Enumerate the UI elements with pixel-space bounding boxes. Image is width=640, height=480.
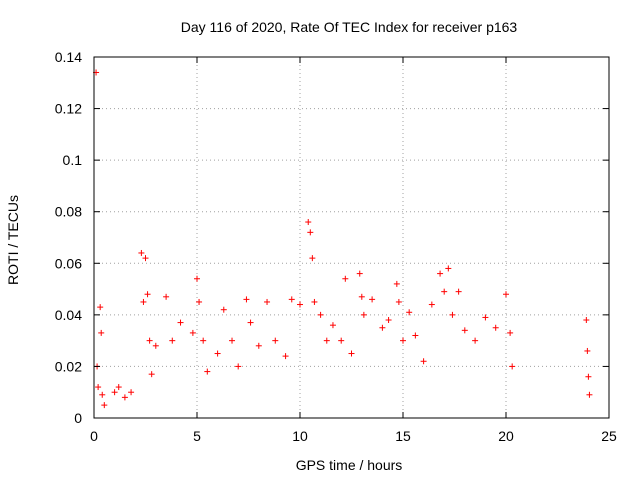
y-tick-label: 0.02 [55,358,82,374]
data-points [93,69,593,409]
data-point [445,265,452,272]
data-point [437,270,444,277]
data-point [138,249,145,256]
data-point [406,309,413,316]
data-point [264,298,271,305]
data-point [379,324,386,331]
data-point [472,337,479,344]
y-tick-label: 0.06 [55,255,82,271]
data-point [420,358,427,365]
data-point [385,317,392,324]
data-point [163,293,170,300]
data-point [400,337,406,344]
data-point [115,384,122,391]
data-point [395,298,402,305]
x-tick-label: 15 [395,428,411,444]
data-point [503,291,509,298]
data-point [307,229,314,236]
data-point [492,324,499,331]
data-point [393,280,400,287]
data-point [128,389,135,396]
data-point [255,342,262,349]
data-point [461,327,468,334]
data-point [99,391,106,398]
x-tick-label: 10 [292,428,308,444]
data-point [317,311,324,318]
data-point [140,298,147,305]
data-point [214,350,221,357]
y-tick-label: 0.04 [55,307,82,323]
plot-frame [93,56,610,419]
data-point [272,337,279,344]
data-point [169,337,176,344]
data-point [584,347,591,354]
data-point [348,350,355,357]
y-tick-label: 0.1 [63,152,83,168]
data-point [144,291,151,298]
data-point [509,363,516,370]
chart-title: Day 116 of 2020, Rate Of TEC Index for r… [181,19,518,35]
data-point [235,363,242,370]
y-axis-label: ROTI / TECUs [5,195,21,285]
data-point [585,373,592,380]
data-point [247,319,254,326]
data-point [305,219,312,226]
data-point [412,332,419,339]
data-point [309,255,316,262]
data-point [482,314,489,321]
y-tick-label: 0.14 [55,49,82,65]
data-point [196,298,203,305]
data-point [111,389,118,396]
y-tick-label: 0 [74,410,82,426]
data-point [229,337,236,344]
data-point [586,391,593,398]
data-point [142,255,149,262]
data-point [311,298,318,305]
data-point [441,288,448,295]
data-point [98,329,105,336]
data-point [189,329,196,336]
data-point [338,337,345,344]
data-point [360,311,367,318]
data-point [358,293,365,300]
x-tick-label: 20 [498,428,514,444]
data-point [282,353,289,360]
data-point [101,402,108,409]
data-point [220,306,227,313]
data-point [148,371,155,378]
y-tick-label: 0.08 [55,204,82,220]
data-point [177,319,184,326]
axis-ticks: 0 5 10 15 20 25 0 0.02 0.04 0.06 0.08 0.1 0.12 0.14 [55,49,617,444]
data-point [323,337,330,344]
data-point [288,296,295,303]
data-point [200,337,207,344]
data-point [455,288,462,295]
data-point [97,304,104,311]
data-point [356,270,363,277]
data-point [329,322,336,329]
data-point [152,342,159,349]
y-tick-label: 0.12 [55,101,82,117]
data-point [204,368,211,375]
x-axis-label: GPS time / hours [296,457,403,473]
grid-lines [94,57,609,418]
data-point [194,275,200,282]
data-point [342,275,349,282]
data-point [449,311,456,318]
data-point [507,329,514,336]
data-point [95,384,102,391]
data-point [428,301,435,308]
data-point [146,337,153,344]
data-point [121,394,128,401]
data-point [243,296,250,303]
data-point [297,301,303,308]
x-tick-label: 5 [193,428,201,444]
data-point [583,317,590,324]
x-tick-label: 25 [601,428,617,444]
data-point [369,296,376,303]
x-tick-label: 0 [90,428,98,444]
